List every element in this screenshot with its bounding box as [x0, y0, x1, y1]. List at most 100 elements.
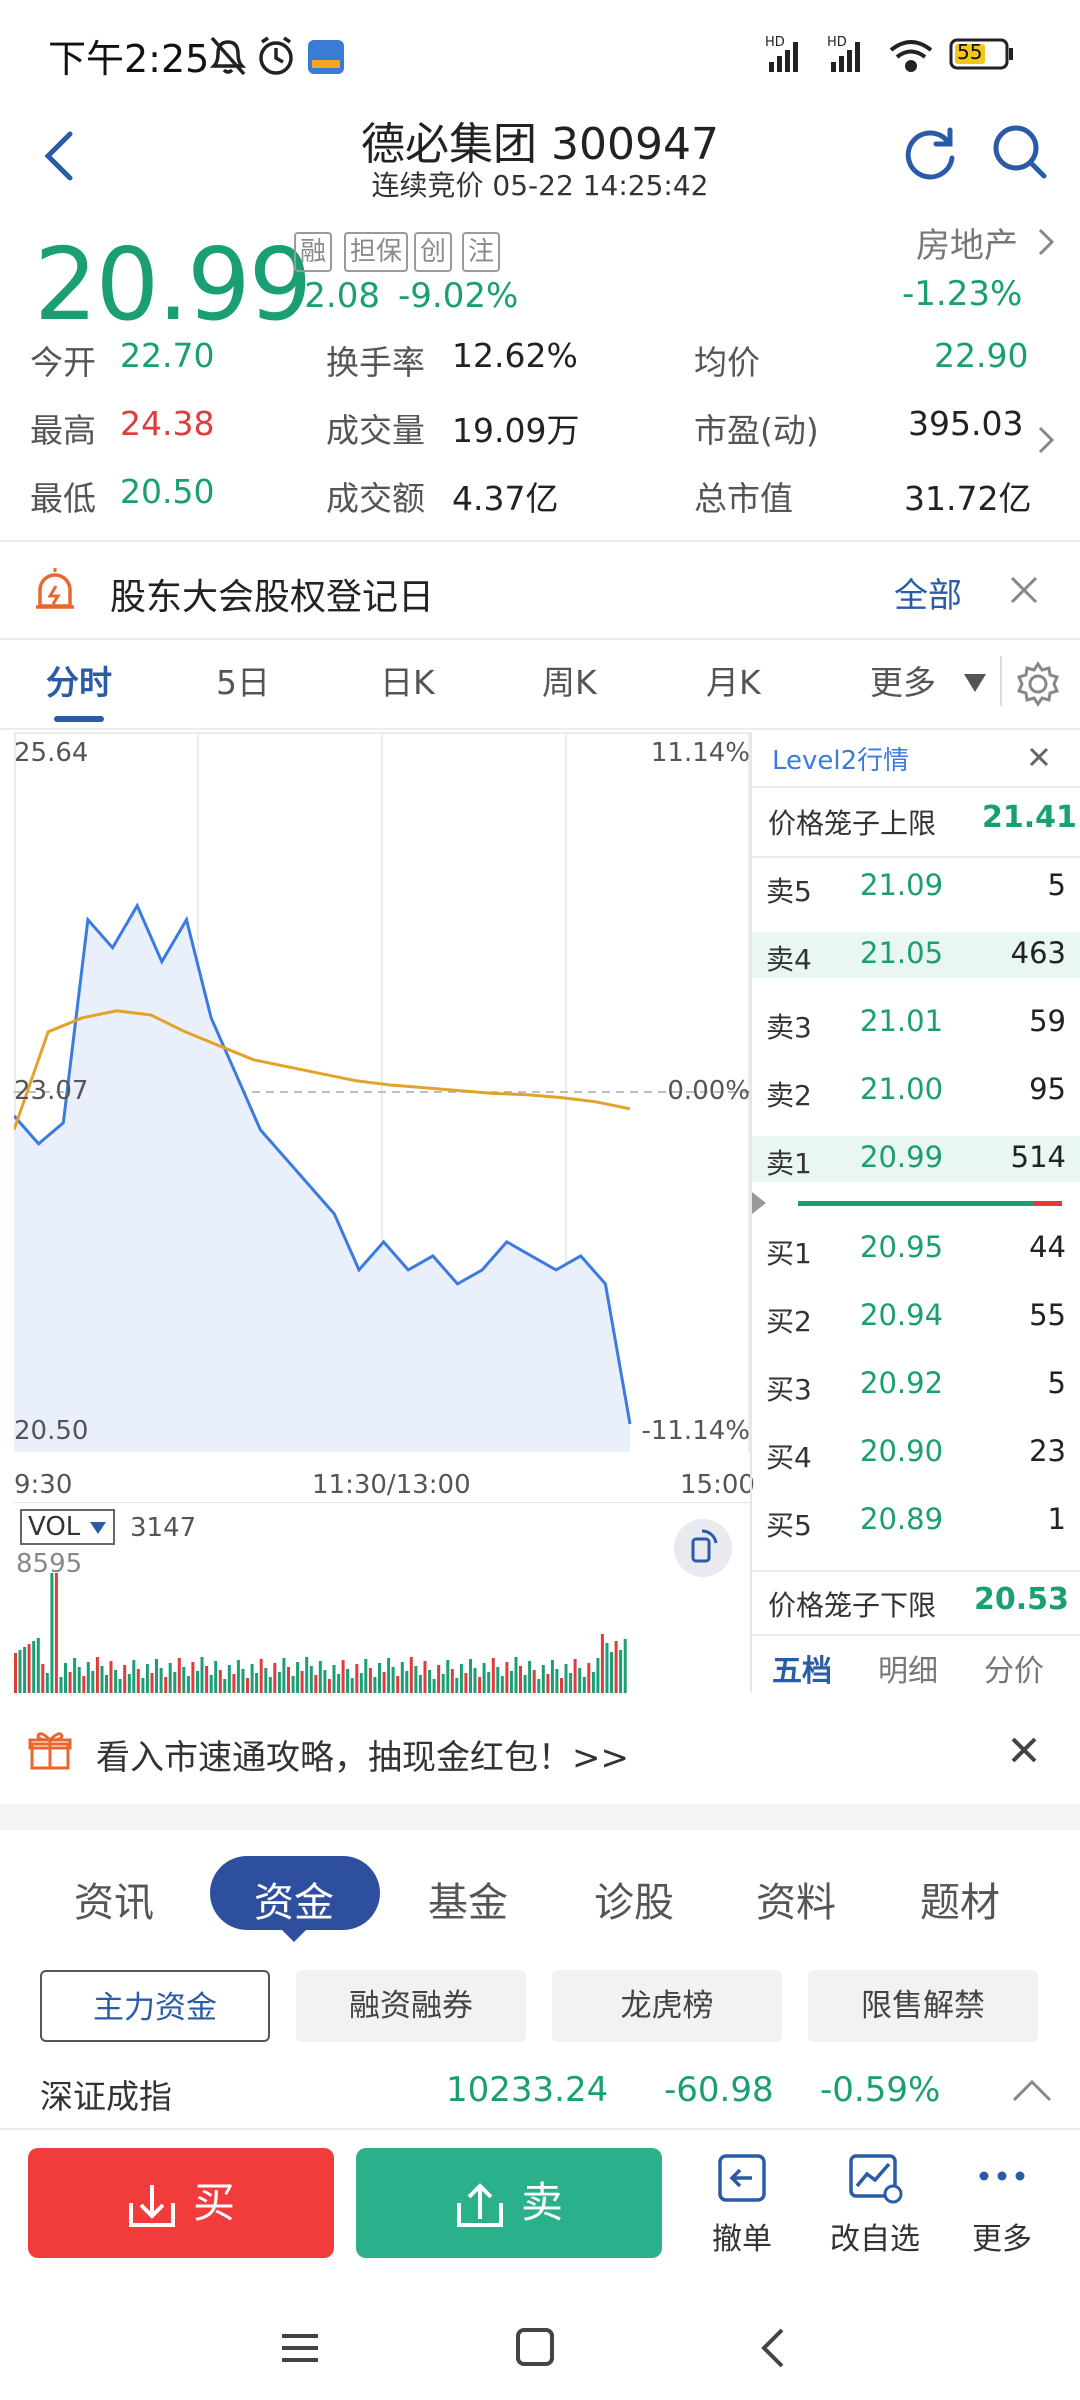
chevron-up-icon[interactable] — [1012, 2078, 1052, 2102]
volume-bar — [428, 1670, 432, 1693]
bid-row[interactable]: 买1 20.95 44 — [752, 1222, 1080, 1282]
ask-row[interactable]: 卖3 21.01 59 — [752, 996, 1080, 1056]
volume-bar — [509, 1671, 513, 1693]
more-actions-label: 更多 — [972, 2222, 1032, 2257]
intraday-chart[interactable]: 25.64 23.07 20.50 11.14% 0.00% -11.14% — [12, 732, 750, 1503]
volume-bar — [77, 1667, 81, 1693]
volume-bar — [537, 1679, 541, 1693]
sell-label: 卖 — [520, 2178, 563, 2227]
tab-monthly-k[interactable]: 月K — [706, 663, 761, 702]
vol-selector[interactable]: VOL — [20, 1509, 115, 1545]
tab-more[interactable]: 更多 — [870, 663, 936, 702]
ask-volume: 463 — [1010, 936, 1066, 970]
volume-bar — [582, 1677, 586, 1693]
ask-row[interactable]: 卖2 21.00 95 — [752, 1064, 1080, 1124]
divider — [1000, 656, 1002, 706]
volume-bar — [514, 1657, 518, 1693]
volume-panel: VOL 3147 8595 — [14, 1502, 750, 1693]
orderbook-tab-detail[interactable]: 明细 — [878, 1654, 938, 1689]
stat-label: 最低 — [30, 479, 96, 518]
refresh-icon[interactable] — [900, 124, 960, 184]
edit-watchlist-label: 改自选 — [830, 2222, 920, 2257]
orderbook-tab-price[interactable]: 分价 — [984, 1654, 1044, 1689]
close-icon[interactable] — [1010, 1736, 1038, 1764]
volume-bar — [341, 1660, 345, 1693]
settings-gear-icon[interactable] — [1014, 660, 1062, 708]
stat-label: 换手率 — [326, 343, 425, 382]
vol-value: 3147 — [130, 1513, 197, 1543]
notice-bar[interactable]: 股东大会股权登记日 全部 — [0, 542, 1080, 638]
bid-row[interactable]: 买5 20.89 1 — [752, 1494, 1080, 1554]
alarm-icon — [259, 36, 293, 75]
tag-chinext: 创 — [414, 232, 453, 272]
volume-bar — [418, 1675, 422, 1693]
pill-dragon-tiger[interactable]: 龙虎榜 — [552, 1970, 782, 2042]
pill-main-funds[interactable]: 主力资金 — [40, 1970, 270, 2042]
index-name: 深证成指 — [40, 2077, 172, 2116]
stat-label: 成交额 — [326, 479, 425, 518]
nav-tab-diagnosis[interactable]: 诊股 — [594, 1880, 674, 1926]
volume-bar — [259, 1659, 263, 1693]
nav-tab-news[interactable]: 资讯 — [74, 1880, 154, 1926]
tab-daily-k[interactable]: 日K — [380, 663, 435, 702]
nav-tab-profile[interactable]: 资料 — [756, 1880, 836, 1926]
sell-button[interactable]: 卖 — [356, 2148, 662, 2258]
index-ticker[interactable]: 深证成指 10233.24 -60.98 -0.59% — [0, 2060, 1080, 2124]
price-change-pct: -9.02% — [398, 276, 519, 316]
cancel-order-button[interactable]: 撤单 — [692, 2150, 792, 2258]
volume-bar — [519, 1666, 522, 1693]
notice-all-link[interactable]: 全部 — [894, 576, 962, 616]
ask-row[interactable]: 卖4 21.05 463 — [752, 928, 1080, 988]
bid-row[interactable]: 买3 20.92 5 — [752, 1358, 1080, 1418]
ask-row[interactable]: 卖5 21.09 5 — [752, 860, 1080, 920]
close-icon[interactable] — [1028, 746, 1050, 768]
buy-button[interactable]: 买 — [28, 2148, 334, 2258]
tab-intraday[interactable]: 分时 — [46, 663, 112, 702]
volume-bar — [54, 1573, 58, 1693]
volume-bar — [32, 1641, 36, 1693]
orderbook-tab-5level[interactable]: 五档 — [772, 1654, 832, 1689]
chevron-right-icon[interactable] — [1036, 424, 1056, 456]
nav-tab-funds[interactable]: 资金 — [254, 1880, 334, 1926]
gift-icon — [28, 1732, 72, 1770]
volume-bar — [100, 1666, 104, 1693]
edit-watchlist-button[interactable]: 改自选 — [812, 2150, 938, 2258]
nav-tab-themes[interactable]: 题材 — [920, 1880, 1000, 1926]
menu-icon — [282, 2334, 318, 2362]
tab-weekly-k[interactable]: 周K — [542, 663, 597, 702]
volume-bar — [560, 1678, 563, 1693]
dropdown-triangle-icon[interactable] — [962, 672, 988, 694]
close-icon[interactable] — [1008, 574, 1040, 606]
more-actions-button[interactable]: 更多 — [952, 2150, 1052, 2258]
pill-margin[interactable]: 融资融券 — [296, 1970, 526, 2042]
pill-lockup-expiry[interactable]: 限售解禁 — [808, 1970, 1038, 2042]
volume-bar — [18, 1650, 22, 1693]
back-icon[interactable] — [40, 128, 80, 184]
sector-name[interactable]: 房地产 — [916, 226, 1018, 266]
search-icon[interactable] — [990, 122, 1050, 182]
volume-bar — [600, 1634, 604, 1693]
home-icon — [516, 2328, 554, 2366]
volume-bar — [450, 1669, 454, 1693]
ask-row[interactable]: 卖1 20.99 514 — [752, 1132, 1080, 1192]
orderbook-title: Level2行情 — [772, 746, 910, 776]
rotate-screen-button[interactable] — [674, 1519, 732, 1577]
ask-level-label: 卖5 — [766, 875, 812, 908]
bid-price: 20.90 — [860, 1434, 944, 1468]
promo-text: 看入市速通攻略，抽现金红包！>> — [96, 1738, 629, 1778]
volume-bar — [255, 1673, 259, 1693]
app-notification-icon — [308, 40, 344, 74]
promo-banner[interactable]: 看入市速通攻略，抽现金红包！>> — [0, 1706, 1080, 1796]
bid-row[interactable]: 买4 20.90 23 — [752, 1426, 1080, 1486]
tab-5day[interactable]: 5日 — [216, 663, 270, 702]
volume-bar — [437, 1665, 441, 1693]
chevron-right-icon[interactable] — [1036, 226, 1056, 258]
volume-bar — [318, 1661, 322, 1693]
volume-bar — [355, 1664, 359, 1693]
bid-row[interactable]: 买2 20.94 55 — [752, 1290, 1080, 1350]
bid-volume: 55 — [1029, 1298, 1066, 1332]
volume-bar — [105, 1675, 108, 1693]
pill-pointer — [280, 1928, 308, 1942]
nav-tab-fund-holdings[interactable]: 基金 — [428, 1880, 508, 1926]
asks: 卖5 21.09 5 卖4 21.05 463 卖3 21.01 59 卖2 21.00 95 卖1 20… — [752, 860, 1080, 1200]
